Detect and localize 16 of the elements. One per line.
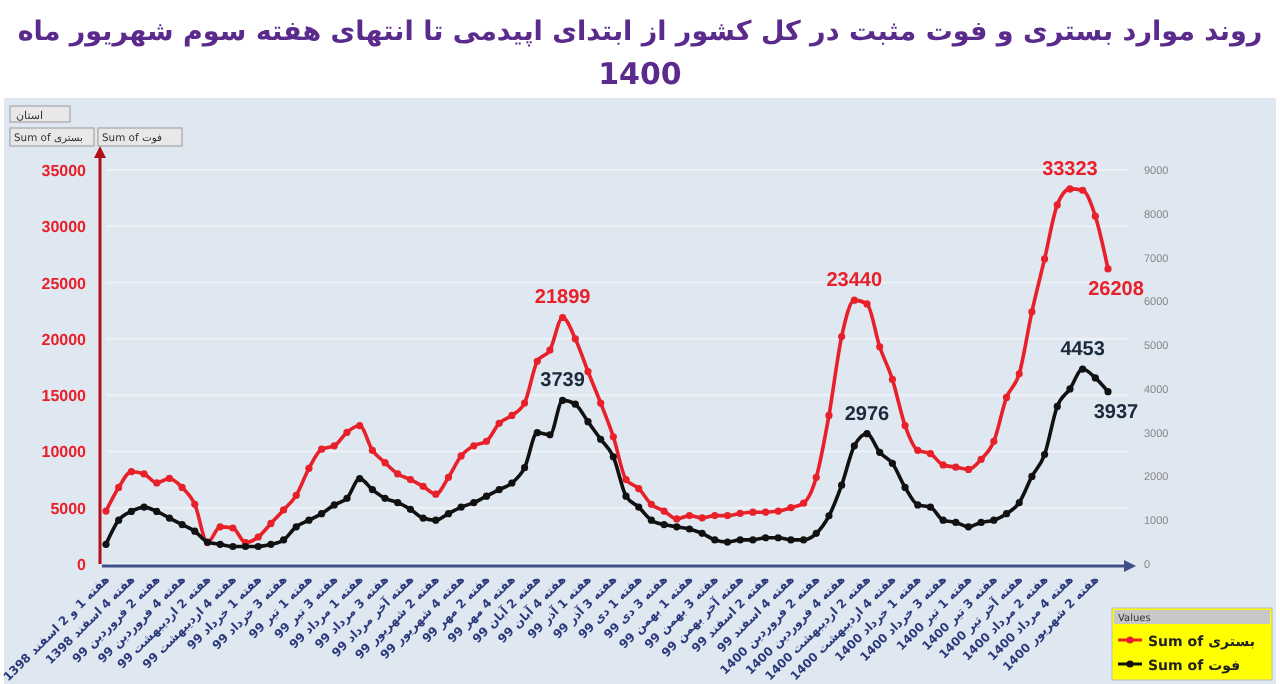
data-label: 23440 xyxy=(826,270,884,293)
y-tick-label: 0 xyxy=(77,556,88,574)
data-label: 33323 xyxy=(1042,158,1099,181)
y-tick-label: 30000 xyxy=(41,218,88,237)
y-tick-label: 5000 xyxy=(50,499,88,518)
data-label: 21899 xyxy=(534,287,592,310)
y-tick-label: 35000 xyxy=(41,162,88,180)
y-tick-label: 20000 xyxy=(41,330,88,349)
data-label: 26208 xyxy=(1088,278,1145,301)
data-label: 3739 xyxy=(540,370,586,393)
data-label: 4453 xyxy=(1060,339,1106,362)
data-label: 2976 xyxy=(844,403,891,426)
y-tick-label: 15000 xyxy=(41,387,88,406)
data-label: 3937 xyxy=(1093,401,1140,424)
y-tick-label: 10000 xyxy=(41,443,88,462)
y-tick-label: 25000 xyxy=(41,274,88,293)
